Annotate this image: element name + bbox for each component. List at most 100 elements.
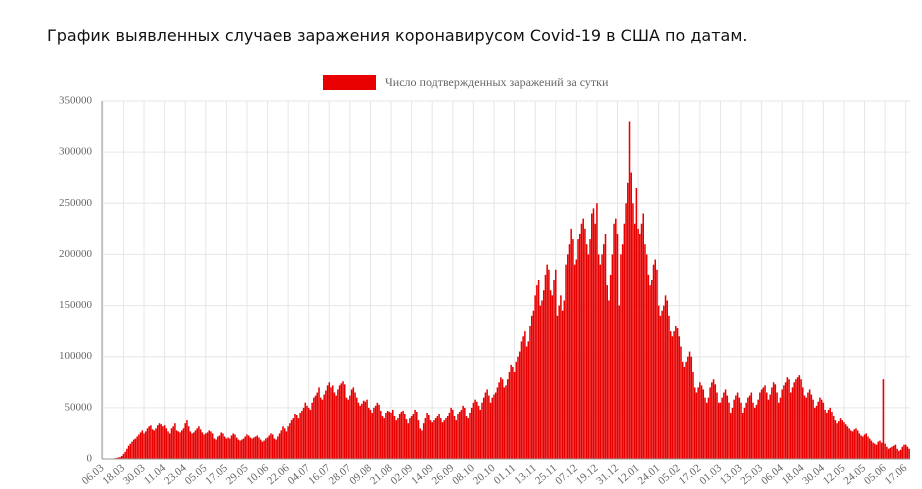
bar (717, 402, 720, 459)
bar (512, 366, 514, 459)
bar (709, 387, 711, 459)
bar (273, 438, 276, 459)
legend-label: Число подтвержденных заражений за сутки (385, 75, 609, 89)
bar (244, 436, 247, 459)
bar (898, 450, 900, 459)
bar (424, 418, 427, 459)
bar (585, 244, 588, 459)
bar (795, 379, 797, 459)
bar (839, 418, 842, 459)
bar (584, 228, 586, 459)
bar (541, 300, 543, 459)
bar (546, 264, 548, 459)
bar (143, 433, 145, 459)
bar (494, 392, 497, 459)
bar (383, 418, 385, 459)
bar (321, 399, 324, 459)
bar (657, 305, 660, 459)
bar (407, 423, 409, 459)
bar (374, 405, 377, 459)
bar (199, 429, 202, 459)
x-tick-label: 22.06 (265, 462, 292, 487)
bar (179, 432, 181, 459)
x-tick-label: 04.07 (286, 462, 313, 487)
bar (603, 244, 605, 459)
bar (695, 392, 698, 459)
bar (201, 432, 204, 459)
bar (410, 416, 413, 459)
bar (270, 433, 272, 459)
bar (357, 402, 360, 459)
bar (318, 387, 320, 459)
bar (565, 264, 567, 459)
bar (184, 423, 186, 459)
bar (278, 433, 281, 459)
bar (431, 422, 434, 459)
bar (793, 382, 795, 459)
bar (433, 420, 435, 459)
bar (247, 435, 250, 459)
bar (328, 382, 331, 459)
bar (724, 389, 727, 459)
bar (810, 394, 813, 459)
bar (618, 305, 620, 459)
bar (462, 405, 464, 459)
bar (481, 402, 483, 459)
bar (767, 399, 770, 459)
x-tick-label: 06.03 (80, 462, 107, 487)
x-tick-label: 05.06 (862, 462, 889, 487)
bar (189, 431, 192, 459)
bar (656, 269, 658, 459)
bar (198, 426, 200, 459)
bar (215, 439, 217, 459)
bar (753, 407, 756, 459)
bar (261, 441, 264, 459)
bar (630, 172, 633, 459)
legend-swatch (323, 75, 376, 90)
bar (335, 395, 337, 459)
bar (489, 402, 492, 459)
bar (222, 433, 224, 459)
bar (443, 420, 446, 459)
bar (294, 413, 296, 459)
bar (561, 310, 564, 459)
bar (608, 300, 610, 459)
bar (342, 381, 344, 459)
bar (548, 269, 550, 459)
bar (714, 384, 717, 459)
bar (745, 402, 747, 459)
bar (301, 410, 303, 459)
bar (205, 433, 207, 459)
bar (517, 356, 519, 459)
bar (371, 412, 373, 459)
bar (237, 439, 240, 459)
bar (798, 375, 801, 459)
bar (506, 379, 509, 459)
bar (174, 423, 176, 459)
bar (867, 436, 869, 459)
bar (452, 409, 454, 459)
bar (428, 415, 430, 459)
bar (450, 407, 452, 459)
bar (518, 351, 521, 459)
bar (705, 402, 708, 459)
bar (129, 443, 132, 459)
bar (874, 443, 876, 459)
bar (736, 392, 739, 459)
bar (908, 448, 910, 459)
bar (242, 438, 245, 459)
bar (355, 397, 358, 459)
bar (906, 446, 909, 459)
bar (536, 285, 538, 459)
bar (470, 407, 473, 459)
bar (575, 259, 578, 459)
bar (697, 387, 699, 459)
x-tick-label: 24.01 (636, 462, 663, 487)
x-tick-label: 13.03 (718, 462, 745, 487)
bar (578, 233, 581, 459)
bar (400, 411, 403, 459)
y-tick-label: 350000 (59, 95, 93, 107)
bar (542, 290, 545, 459)
bar (458, 411, 461, 459)
bar (853, 429, 856, 459)
